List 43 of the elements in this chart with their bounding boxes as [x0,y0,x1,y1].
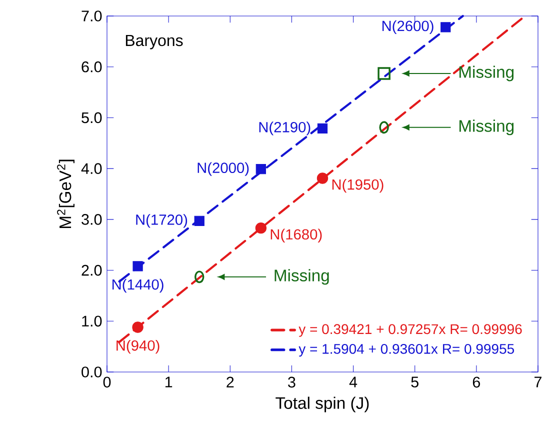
point [194,216,204,226]
point [256,164,266,174]
point [132,261,143,272]
y-tick-label: 6.0 [82,61,102,72]
text: Baryons [126,34,183,50]
annotation: N(1950) [332,178,384,193]
annotation: Missing [459,120,514,136]
x-tick-label: 3 [288,376,296,388]
legend-label: y = 1.5904 + 0.93601x R= 0.99955 [298,344,514,357]
point [379,121,389,134]
x-tick-label: 6 [472,376,480,388]
annotation: Missing [274,269,329,285]
annotation: N(940) [116,340,160,354]
y-tick-label: 5.0 [82,112,102,124]
x-axis-title: Total spin (J) [276,396,369,412]
x-tick-label: 0 [103,376,111,388]
point [317,123,328,134]
y-axis-title: M$^{2}$[GeV$^{2}$] [57,160,74,228]
point [316,172,328,184]
annotation: N(2600) [382,20,434,34]
annotation: N(1440) [112,278,164,293]
y-tick-label: 2.0 [82,264,102,276]
annotation: Missing [459,66,514,82]
x-tick-label: 5 [411,376,418,388]
annotation: N(2190) [259,122,310,136]
y-tick-label: 7.0 [82,10,102,22]
y-tick-label: 1.0 [82,316,102,327]
x-tick-label: 7 [534,376,542,388]
legend-label: y = 0.39421 + 0.97257x R= 0.99996 [298,324,522,337]
x-tick-label: 4 [349,376,358,388]
point [378,67,390,80]
annotation: N(1720) [136,214,188,228]
y-tick-label: 3.0 [82,214,102,225]
x-tick-label: 1 [165,376,172,388]
x-tick-label: 2 [226,376,234,388]
annotation: N(2000) [198,162,249,176]
point [255,222,267,234]
point [194,270,204,284]
y-tick-label: 0.0 [82,366,102,378]
y-tick-label: 4.0 [81,163,102,174]
annotation: N(1680) [270,228,322,242]
point [132,322,144,333]
point [440,22,451,32]
